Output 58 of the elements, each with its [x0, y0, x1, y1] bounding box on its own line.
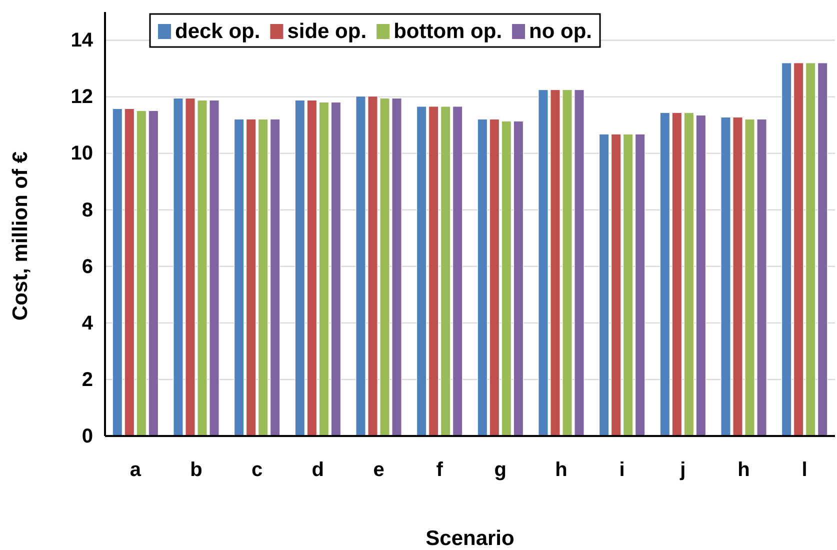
bar	[660, 112, 670, 436]
x-tick-label: h	[738, 459, 750, 482]
bar	[306, 100, 318, 436]
bar	[318, 102, 330, 436]
bar	[330, 102, 342, 436]
x-tick-label: g	[494, 459, 507, 482]
x-tick-label: d	[312, 459, 324, 482]
x-tick-label: b	[190, 459, 202, 482]
y-axis-title: Cost, million of €	[9, 151, 32, 321]
legend-label: no op.	[529, 20, 592, 43]
y-tick-label: 2	[82, 368, 93, 391]
bar	[513, 120, 524, 436]
x-tick-label: c	[252, 459, 263, 482]
y-tick-label: 8	[82, 199, 93, 222]
bar	[270, 118, 280, 436]
y-tick-label: 4	[82, 312, 94, 334]
y-tick-label: 14	[70, 30, 94, 52]
bar	[684, 112, 694, 436]
y-tick-label: 10	[70, 142, 93, 165]
x-tick-label: a	[130, 459, 142, 482]
bar	[489, 118, 500, 436]
bar	[294, 100, 306, 436]
legend-label: bottom op.	[394, 20, 502, 43]
x-tick-label: e	[373, 459, 384, 482]
bar	[781, 62, 792, 436]
legend-label: deck op.	[175, 20, 260, 43]
bar	[246, 118, 256, 436]
bar	[258, 118, 268, 436]
x-tick-label: j	[679, 459, 686, 482]
bar	[805, 62, 816, 436]
bar	[610, 134, 622, 436]
bar	[598, 134, 610, 436]
bar	[672, 112, 682, 436]
bar	[440, 106, 451, 436]
x-tick-label: l	[802, 459, 808, 482]
x-tick-label: i	[619, 459, 625, 482]
bar	[817, 62, 828, 436]
bar	[136, 110, 147, 436]
bar	[634, 134, 646, 436]
bar	[622, 134, 634, 436]
bar	[501, 120, 512, 436]
bar	[234, 118, 244, 436]
bar	[416, 106, 427, 436]
bar	[124, 108, 135, 436]
bar	[477, 118, 488, 436]
bar	[696, 114, 706, 436]
x-tick-label: f	[436, 459, 444, 482]
legend-label: side op.	[287, 20, 367, 43]
y-tick-label: 0	[82, 425, 93, 448]
bar	[793, 62, 804, 436]
bar	[452, 106, 463, 436]
x-tick-label: h	[555, 459, 568, 482]
y-tick-label: 12	[70, 86, 93, 108]
x-axis-title: Scenario	[426, 527, 514, 550]
bar	[148, 110, 159, 436]
bar	[112, 108, 123, 436]
bar	[428, 106, 439, 436]
y-tick-label: 6	[82, 256, 93, 278]
